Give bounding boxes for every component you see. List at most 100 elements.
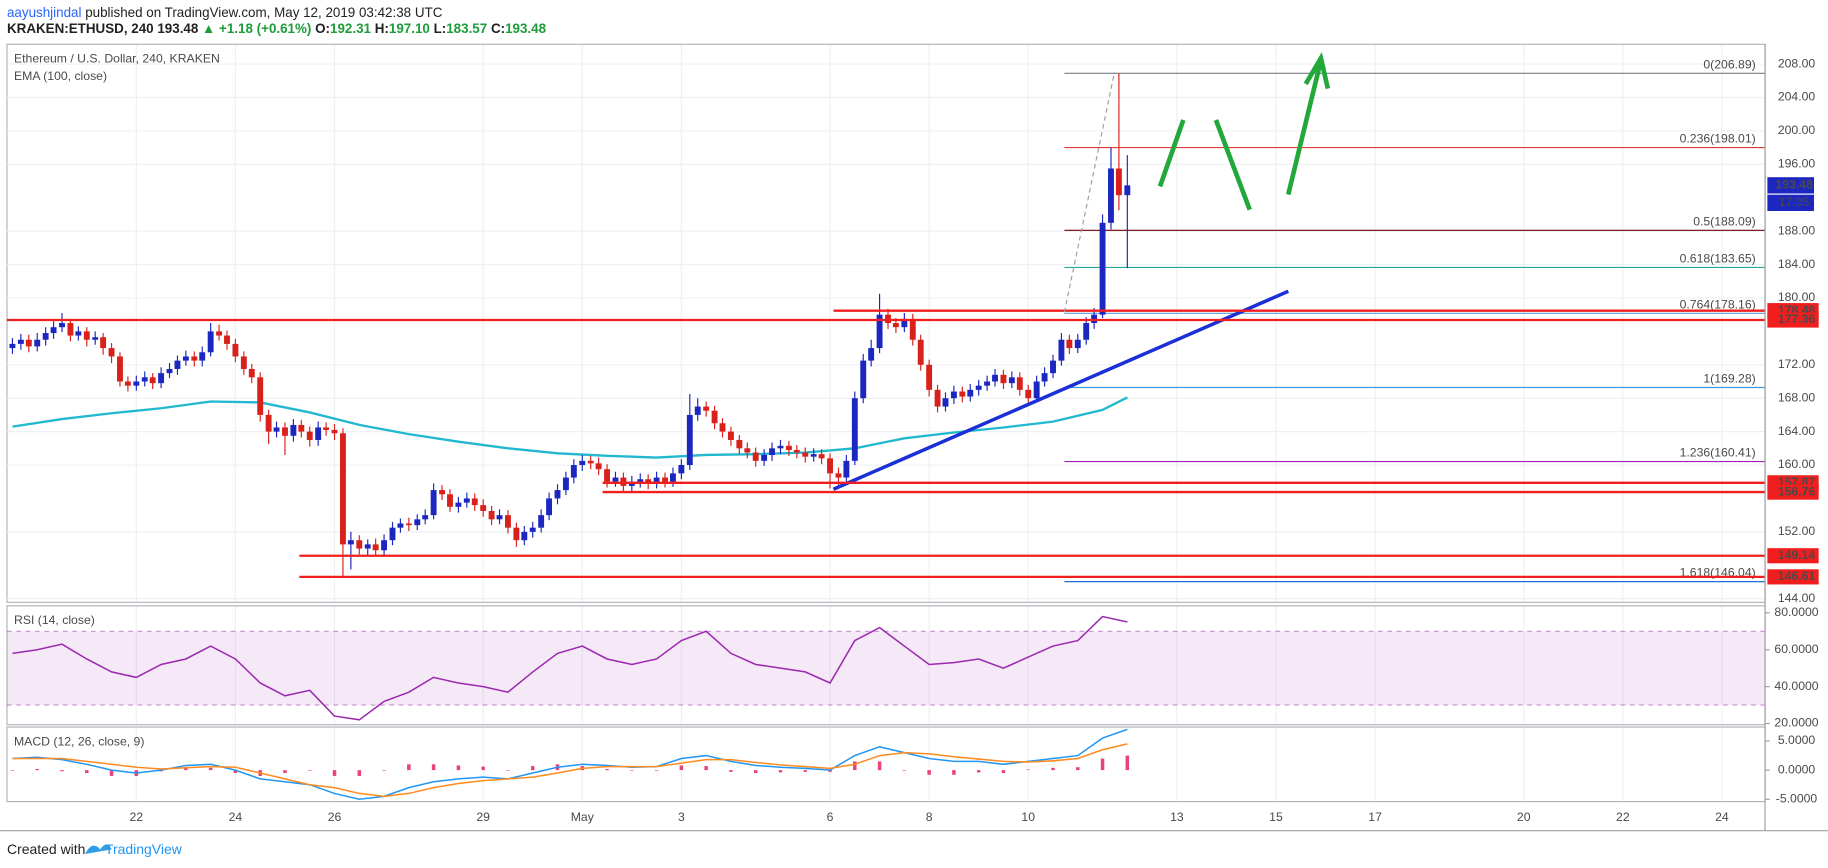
published: published on TradingView.com, May 12, 20… xyxy=(85,4,442,19)
candle-body xyxy=(199,352,206,361)
legend-label: EMA (100, close) xyxy=(14,69,107,83)
candle-body xyxy=(133,381,140,386)
countdown-box xyxy=(1767,194,1815,211)
y-tick-label: 20.0000 xyxy=(1774,716,1818,730)
x-tick-label: 26 xyxy=(328,810,342,824)
candle-body xyxy=(785,445,792,450)
candle-body xyxy=(42,333,49,340)
candle-body xyxy=(389,527,396,541)
fib-label: 1.236(160.41) xyxy=(1680,446,1756,460)
fib-label: 0.236(198.01) xyxy=(1680,132,1756,146)
y-tick-label: 160.00 xyxy=(1778,457,1816,471)
created-with: Created with xyxy=(7,841,85,857)
candle-body xyxy=(50,327,57,334)
y-tick-label: 184.00 xyxy=(1778,257,1816,271)
plot-layer: 22 24 26 29 May 3 6 8 10 13 15 17 20 22 24 208.00 204.00… xyxy=(6,43,1819,831)
candle-body xyxy=(538,515,545,528)
ohlc-key: L: xyxy=(434,21,447,36)
candle-body xyxy=(843,460,850,478)
y-tick-label: 0.0000 xyxy=(1778,762,1816,776)
candle-body xyxy=(117,356,123,382)
candle-body xyxy=(17,339,24,344)
level-box xyxy=(1767,569,1819,585)
candle-body xyxy=(727,431,734,440)
candle-body xyxy=(579,460,586,466)
y-tick-label: -5.0000 xyxy=(1776,791,1818,805)
candle-body xyxy=(471,498,478,506)
level-label: 156.76 xyxy=(1778,484,1816,498)
histogram-bar xyxy=(704,766,708,771)
candle-body xyxy=(364,544,371,549)
candle-body xyxy=(191,356,198,361)
histogram-bar xyxy=(952,770,956,775)
candle-body xyxy=(719,423,726,432)
x-tick-label: 13 xyxy=(1170,810,1184,824)
candle-body xyxy=(744,448,751,453)
candle-body xyxy=(1000,374,1007,384)
candle-body xyxy=(959,391,966,397)
candle-body xyxy=(587,460,594,464)
candle-body xyxy=(595,463,602,470)
candle-body xyxy=(9,343,16,349)
panel-title: Ethereum / U.S. Dollar, 240, KRAKEN xyxy=(14,52,220,66)
fib-trend-line xyxy=(1063,72,1116,313)
indicator-line xyxy=(12,728,1128,801)
candle-body xyxy=(802,452,809,457)
candle-body xyxy=(1091,314,1098,324)
y-tick-label: 152.00 xyxy=(1778,524,1816,538)
x-tick-label: 24 xyxy=(1715,810,1729,824)
candle-body xyxy=(926,364,933,390)
y-tick-label: 168.00 xyxy=(1778,390,1816,404)
x-tick-label: 29 xyxy=(476,810,490,824)
candle-body xyxy=(1058,339,1065,361)
candle-body xyxy=(703,406,710,411)
histogram-bar xyxy=(1125,755,1130,771)
x-tick-label: 17 xyxy=(1368,810,1382,824)
ohlc-key: C: xyxy=(491,21,505,36)
histogram-bar xyxy=(877,761,882,771)
histogram-bar xyxy=(407,764,411,771)
indicator-line xyxy=(12,615,1128,721)
candle-body xyxy=(752,452,759,461)
candle-body xyxy=(397,523,404,528)
y-tick-label: 80.0000 xyxy=(1774,605,1818,619)
candle-body xyxy=(686,414,693,466)
candle-body xyxy=(604,469,610,482)
candle-body xyxy=(439,490,445,495)
histogram-bar xyxy=(1100,758,1105,771)
candle-body xyxy=(1074,339,1081,349)
candle-body xyxy=(777,445,784,449)
candle-body xyxy=(1099,222,1106,315)
candle-body xyxy=(25,339,32,347)
y-tick-label: 196.00 xyxy=(1778,157,1816,171)
x-tick-label: 10 xyxy=(1021,810,1035,824)
candle-body xyxy=(347,540,354,545)
candle-body xyxy=(92,337,99,340)
candle-body xyxy=(1041,373,1048,382)
ohlc-value: 193.48 xyxy=(505,21,547,36)
x-tick-label: 22 xyxy=(130,810,144,824)
candle-body xyxy=(818,454,825,459)
histogram-bar xyxy=(35,768,39,771)
candle-body xyxy=(942,398,949,407)
histogram-bar xyxy=(927,770,931,775)
fib-label: 0.618(183.65) xyxy=(1680,252,1756,266)
histogram-bar xyxy=(853,761,857,771)
price: 193.48 xyxy=(157,21,199,36)
brand[interactable]: TradingView xyxy=(105,841,183,857)
histogram-bar xyxy=(753,770,758,774)
candle-body xyxy=(1016,377,1023,390)
change: ▲ +1.18 (+0.61%) xyxy=(202,21,311,36)
candle-body xyxy=(1025,389,1032,399)
candle-body xyxy=(546,498,553,516)
ohlc-value: 192.31 xyxy=(330,21,372,36)
candle-body xyxy=(480,505,487,511)
arrow-head xyxy=(1303,52,1331,90)
candle-body xyxy=(934,389,941,407)
histogram-bar xyxy=(456,765,461,771)
candle-body xyxy=(141,377,148,382)
candle-body xyxy=(868,348,875,361)
